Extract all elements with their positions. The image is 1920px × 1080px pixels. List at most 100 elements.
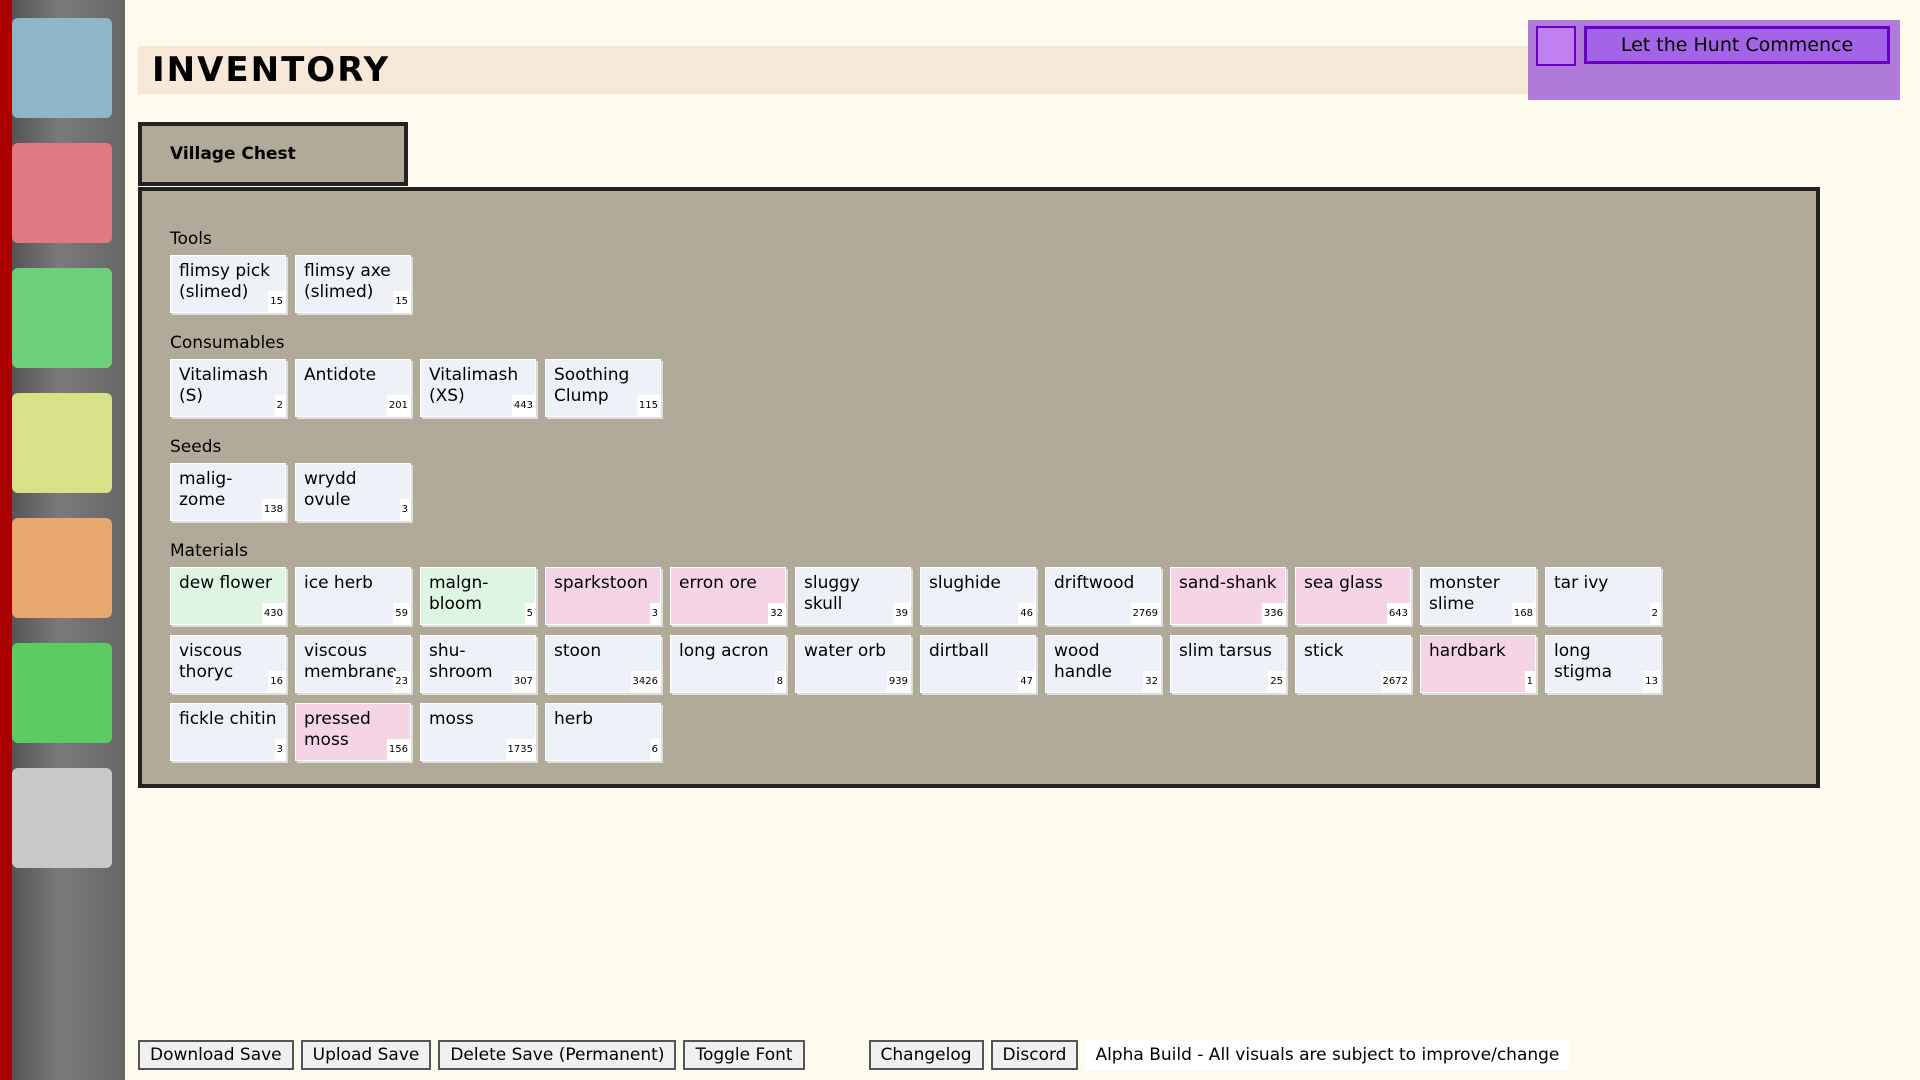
footer-link[interactable]: Discord xyxy=(990,1040,1079,1070)
section-title: Seeds xyxy=(170,437,222,457)
item-card[interactable]: sluggy skull 39 xyxy=(795,567,911,625)
journal-icon[interactable] xyxy=(1536,26,1576,66)
item-count: 1 xyxy=(1524,671,1535,692)
item-count: 13 xyxy=(1643,671,1660,692)
item-count: 2769 xyxy=(1130,603,1160,624)
item-card[interactable]: sand-shank 336 xyxy=(1170,567,1286,625)
item-count: 8 xyxy=(774,671,785,692)
item-card[interactable]: flimsy axe (slimed) 15 xyxy=(295,255,411,313)
item-card[interactable]: herb 6 xyxy=(545,703,661,761)
item-card[interactable]: moss 1735 xyxy=(420,703,536,761)
hunt-button[interactable]: Let the Hunt Commence xyxy=(1584,26,1890,64)
footer-button[interactable]: Download Save xyxy=(138,1040,294,1070)
item-card[interactable]: monster slime 168 xyxy=(1420,567,1536,625)
item-name: wrydd ovule xyxy=(304,469,357,510)
item-card[interactable]: Vitalimash (XS) 443 xyxy=(420,359,536,417)
item-name: stick xyxy=(1304,641,1344,661)
item-card[interactable]: ice herb 59 xyxy=(295,567,411,625)
item-card[interactable]: malgn-bloom 5 xyxy=(420,567,536,625)
item-count: 3 xyxy=(649,603,660,624)
map-tab[interactable] xyxy=(12,143,112,243)
item-name: fickle chitin xyxy=(179,709,277,729)
item-count: 46 xyxy=(1018,603,1035,624)
inventory-panel: Tools flimsy pick (slimed) 15 flimsy axe (s… xyxy=(138,187,1820,788)
item-name: long stigma xyxy=(1554,641,1613,682)
item-name: malgn-bloom xyxy=(429,573,489,614)
item-card[interactable]: long stigma 13 xyxy=(1545,635,1661,693)
item-card[interactable]: tar ivy 2 xyxy=(1545,567,1661,625)
item-card[interactable]: dirtball 47 xyxy=(920,635,1036,693)
item-grid: dew flower 430 ice herb 59 malgn-bloom 5 spark… xyxy=(170,567,1670,761)
sidebar xyxy=(0,0,125,1080)
hunt-widget: Let the Hunt Commence xyxy=(1528,20,1900,100)
item-count: 443 xyxy=(511,395,535,416)
forge-tab[interactable] xyxy=(12,393,112,493)
footer-button[interactable]: Upload Save xyxy=(300,1040,432,1070)
item-count: 59 xyxy=(393,603,410,624)
footer-button[interactable]: Toggle Font xyxy=(683,1040,805,1070)
item-name: water orb xyxy=(804,641,887,661)
item-count: 15 xyxy=(268,291,285,312)
item-card[interactable]: dew flower 430 xyxy=(170,567,286,625)
village-tab[interactable] xyxy=(12,518,112,618)
item-card[interactable]: slim tarsus 25 xyxy=(1170,635,1286,693)
footer-link[interactable]: Changelog xyxy=(868,1040,984,1070)
item-card[interactable]: long acron 8 xyxy=(670,635,786,693)
item-card[interactable]: viscous membrane 23 xyxy=(295,635,411,693)
item-name: slughide xyxy=(929,573,1001,593)
item-name: stoon xyxy=(554,641,602,661)
title: INVENTORY xyxy=(138,46,1588,94)
item-name: Vitalimash (S) xyxy=(179,365,269,406)
item-card[interactable]: fickle chitin 3 xyxy=(170,703,286,761)
chest-tab[interactable] xyxy=(12,768,112,868)
garden-tab[interactable] xyxy=(12,643,112,743)
item-count: 643 xyxy=(1386,603,1410,624)
item-card[interactable]: erron ore 32 xyxy=(670,567,786,625)
item-card[interactable]: Soothing Clump 115 xyxy=(545,359,661,417)
item-card[interactable]: water orb 939 xyxy=(795,635,911,693)
item-count: 3 xyxy=(399,499,410,520)
chest-tab-label[interactable]: Village Chest xyxy=(138,122,408,186)
section-title: Consumables xyxy=(170,333,285,353)
item-name: malig-zome xyxy=(179,469,233,510)
item-count: 138 xyxy=(261,499,285,520)
item-card[interactable]: wrydd ovule 3 xyxy=(295,463,411,521)
item-name: viscous membrane xyxy=(304,641,398,682)
footer-button[interactable]: Delete Save (Permanent) xyxy=(438,1040,677,1070)
item-card[interactable]: slughide 46 xyxy=(920,567,1036,625)
item-card[interactable]: flimsy pick (slimed) 15 xyxy=(170,255,286,313)
item-card[interactable]: Vitalimash (S) 2 xyxy=(170,359,286,417)
item-card[interactable]: wood handle 32 xyxy=(1045,635,1161,693)
item-count: 2672 xyxy=(1380,671,1410,692)
item-card[interactable]: sparkstoon 3 xyxy=(545,567,661,625)
spacer xyxy=(812,1040,862,1070)
item-card[interactable]: pressed moss 156 xyxy=(295,703,411,761)
item-card[interactable]: malig-zome 138 xyxy=(170,463,286,521)
item-count: 939 xyxy=(886,671,910,692)
item-name: herb xyxy=(554,709,594,729)
item-name: erron ore xyxy=(679,573,757,593)
item-name: pressed moss xyxy=(304,709,371,750)
item-count: 307 xyxy=(511,671,535,692)
item-name: sparkstoon xyxy=(554,573,648,593)
item-count: 2 xyxy=(274,395,285,416)
item-card[interactable]: driftwood 2769 xyxy=(1045,567,1161,625)
item-card[interactable]: Antidote 201 xyxy=(295,359,411,417)
item-name: flimsy axe (slimed) xyxy=(304,261,391,302)
item-card[interactable]: viscous thoryc 16 xyxy=(170,635,286,693)
item-name: hardbark xyxy=(1429,641,1506,661)
crafting-tab[interactable] xyxy=(12,268,112,368)
item-card[interactable]: shu-shroom 307 xyxy=(420,635,536,693)
item-card[interactable]: stick 2672 xyxy=(1295,635,1411,693)
character-tab[interactable] xyxy=(12,18,112,118)
item-card[interactable]: hardbark 1 xyxy=(1420,635,1536,693)
item-name: driftwood xyxy=(1054,573,1135,593)
item-name: Antidote xyxy=(304,365,377,385)
item-count: 39 xyxy=(893,603,910,624)
item-card[interactable]: sea glass 643 xyxy=(1295,567,1411,625)
item-name: long acron xyxy=(679,641,769,661)
item-name: wood handle xyxy=(1054,641,1112,682)
item-count: 16 xyxy=(268,671,285,692)
item-card[interactable]: stoon 3426 xyxy=(545,635,661,693)
item-count: 47 xyxy=(1018,671,1035,692)
